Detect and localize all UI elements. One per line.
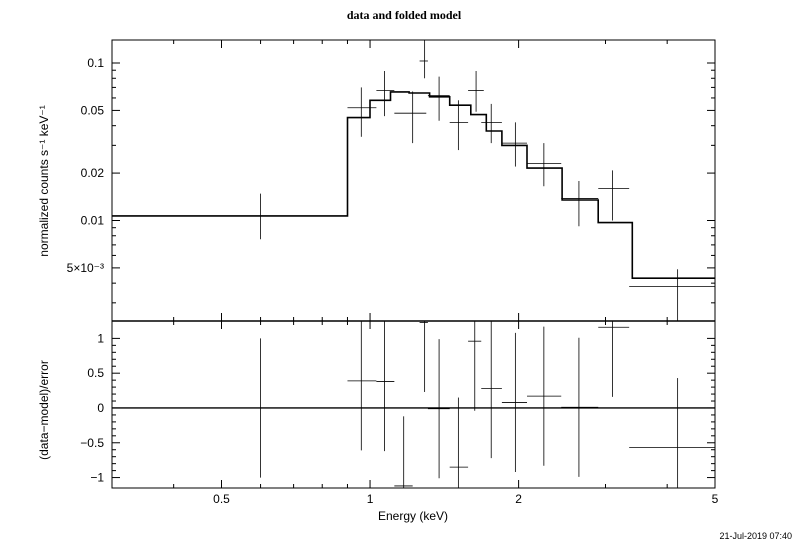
bottom-y-tick-label: 1 (97, 331, 104, 345)
model-step-line (112, 91, 715, 279)
bottom-y-tick-label: 0 (97, 401, 104, 415)
top-y-tick-label: 0.1 (87, 56, 104, 70)
bottom-y-tick-label: 0.5 (87, 366, 104, 380)
top-y-tick-label: 0.01 (81, 213, 105, 227)
top-y-tick-label: 5×10⁻³ (67, 261, 104, 275)
timestamp: 21-Jul-2019 07:40 (719, 531, 792, 541)
chart-title: data and folded model (347, 8, 462, 22)
top-panel: 0.1 0.05 0.02 0.01 5×10⁻³ (67, 39, 716, 322)
x-tick-label: 2 (515, 492, 522, 506)
bottom-y-tick-label: −1 (90, 471, 104, 485)
bottom-y-tick-label: −0.5 (80, 436, 104, 450)
x-tick-label: 5 (712, 492, 719, 506)
x-tick-label: 0.5 (213, 492, 230, 506)
bottom-plot-frame (111, 320, 716, 489)
bottom-y-axis-label: (data−model)/error (37, 360, 51, 460)
bottom-panel: 0.5 1 2 5 1 0.5 0 −0.5 −1 (80, 320, 719, 506)
x-tick-label: 1 (367, 492, 374, 506)
top-y-axis-label: normalized counts s⁻¹ keV⁻¹ (37, 105, 51, 256)
top-y-tick-label: 0.02 (81, 166, 105, 180)
top-y-tick-label: 0.05 (81, 103, 105, 117)
x-axis-label: Energy (keV) (378, 509, 448, 523)
top-plot-frame (111, 39, 716, 322)
